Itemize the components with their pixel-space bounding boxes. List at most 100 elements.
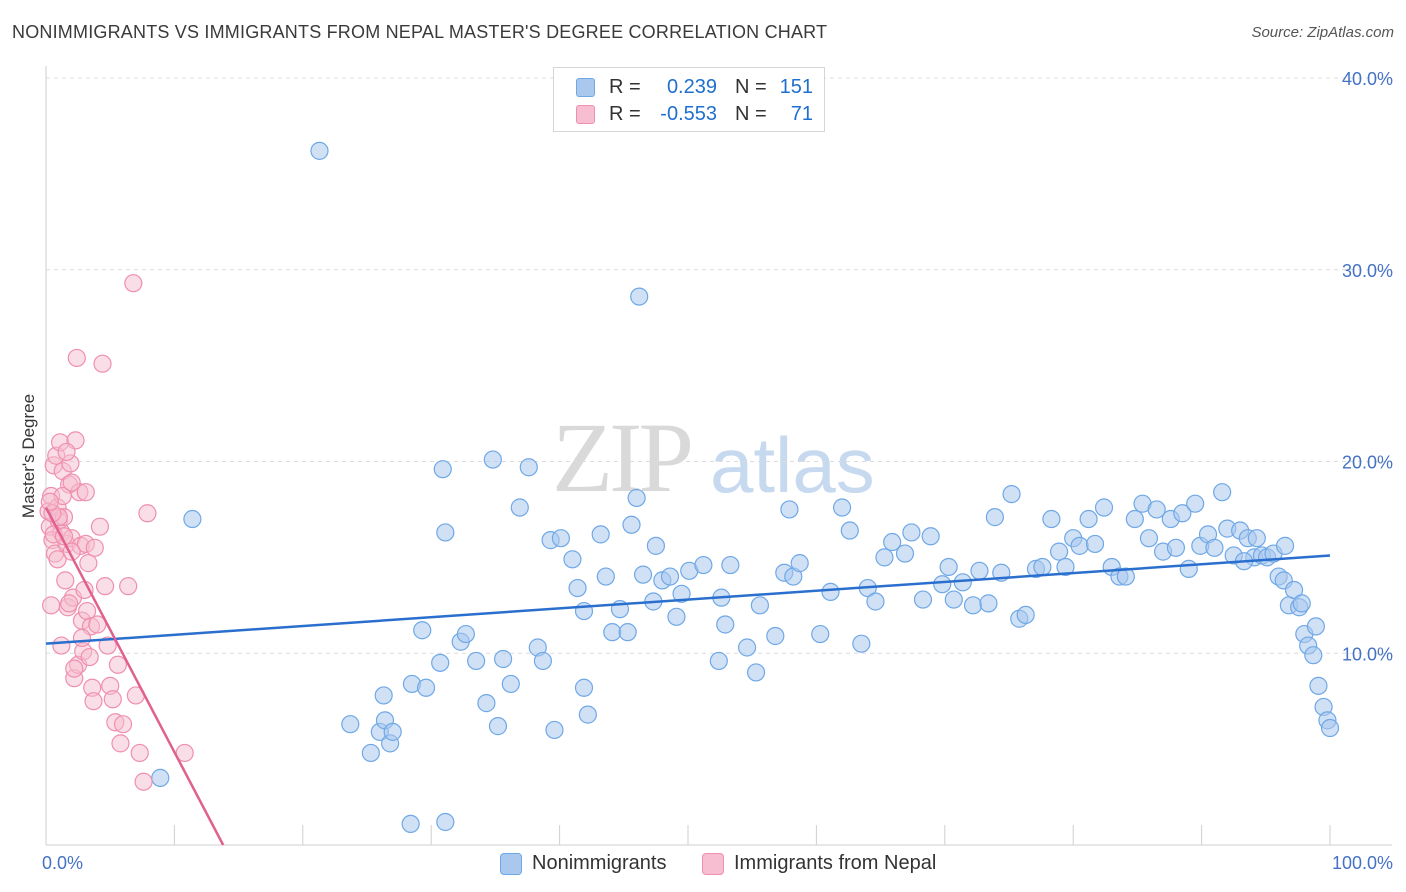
nonimmigrant-point bbox=[1309, 676, 1328, 695]
nepal-point bbox=[76, 483, 95, 502]
nonimmigrant-point bbox=[431, 653, 450, 672]
watermark-zip: ZIP bbox=[552, 402, 694, 513]
nonimmigrant-point bbox=[361, 743, 380, 763]
nonimmigrant-point bbox=[1139, 529, 1159, 548]
nonimmigrant-point bbox=[488, 717, 508, 736]
nonimmigrant-point bbox=[436, 812, 455, 832]
nonimmigrant-point bbox=[902, 523, 921, 542]
nepal-point bbox=[98, 636, 117, 655]
nonimmigrant-point bbox=[660, 567, 680, 586]
nepal-point bbox=[65, 659, 84, 678]
nonimmigrant-point bbox=[310, 141, 329, 160]
nonimmigrant-point bbox=[721, 555, 740, 575]
nonimmigrant-point bbox=[832, 498, 852, 517]
nonimmigrant-point bbox=[374, 686, 393, 705]
nonimmigrant-point bbox=[413, 621, 432, 640]
nonimmigrant-point bbox=[750, 596, 770, 615]
nonimmigrant-point bbox=[790, 554, 809, 573]
legend-swatch-blue bbox=[500, 852, 522, 875]
nepal-point bbox=[52, 636, 71, 655]
nepal-point bbox=[108, 655, 128, 674]
nonimmigrant-point bbox=[1247, 529, 1266, 548]
axes bbox=[45, 66, 1392, 846]
nonimmigrant-point bbox=[1147, 500, 1166, 519]
nonimmigrant-point bbox=[1033, 557, 1052, 577]
nonimmigrants-trend-line bbox=[45, 554, 1331, 645]
nonimmigrant-point bbox=[709, 651, 728, 671]
nonimmigrant-point bbox=[510, 498, 529, 517]
nepal-point bbox=[48, 550, 67, 569]
nonimmigrant-point bbox=[1094, 498, 1114, 517]
nepal-point bbox=[40, 492, 59, 511]
legend-n-label: N = bbox=[735, 102, 767, 125]
nonimmigrant-point bbox=[737, 638, 757, 657]
y-axis-title: Master's Degree bbox=[19, 394, 38, 518]
nonimmigrant-point bbox=[944, 590, 963, 609]
nonimmigrant-point bbox=[1320, 718, 1340, 738]
nonimmigrant-point bbox=[633, 565, 653, 584]
legend-item-nonimmigrants[interactable]: Nonimmigrants bbox=[500, 852, 666, 875]
nepal-point bbox=[134, 772, 153, 791]
nonimmigrant-point bbox=[646, 536, 666, 555]
nonimmigrant-point bbox=[1079, 509, 1098, 529]
nonimmigrant-point bbox=[1049, 542, 1069, 561]
legend-row-nepal: R = -0.553 N = 71 bbox=[576, 101, 813, 127]
nonimmigrant-point bbox=[821, 582, 840, 601]
nonimmigrants-points bbox=[151, 141, 1340, 834]
nepal-point bbox=[84, 692, 103, 711]
nonimmigrant-point bbox=[416, 678, 436, 697]
nonimmigrant-point bbox=[574, 678, 594, 697]
legend-n-value: 151 bbox=[779, 75, 813, 98]
nepal-point bbox=[95, 577, 115, 596]
nonimmigrant-point bbox=[591, 525, 610, 544]
x-tick-label: 0.0% bbox=[42, 853, 83, 873]
nonimmigrant-point bbox=[456, 624, 475, 644]
nonimmigrant-point bbox=[875, 548, 894, 567]
nonimmigrant-point bbox=[1016, 605, 1035, 625]
nonimmigrant-point bbox=[766, 626, 785, 646]
source-label: Source: ZipAtlas.com bbox=[1251, 24, 1394, 41]
nonimmigrant-point bbox=[1205, 538, 1224, 557]
nonimmigrant-point bbox=[939, 557, 958, 577]
nepal-point bbox=[79, 554, 98, 573]
nonimmigrant-point bbox=[1002, 484, 1021, 504]
nepal-point bbox=[88, 615, 107, 634]
chart-title: NONIMMIGRANTS VS IMMIGRANTS FROM NEPAL M… bbox=[12, 22, 828, 42]
legend-r-value: 0.239 bbox=[666, 75, 717, 98]
legend-n-value: 71 bbox=[790, 102, 813, 125]
nonimmigrant-point bbox=[1186, 494, 1205, 513]
nepal-point bbox=[62, 473, 81, 492]
nonimmigrant-point bbox=[1125, 509, 1144, 529]
legend-row-nonimmigrants: R = 0.239 N = 151 bbox=[576, 74, 813, 100]
nonimmigrant-point bbox=[852, 634, 871, 653]
nonimmigrant-point bbox=[979, 594, 998, 613]
nepal-point bbox=[85, 538, 104, 557]
nonimmigrant-point bbox=[578, 705, 597, 724]
nonimmigrant-point bbox=[985, 508, 1004, 527]
nonimmigrant-point bbox=[883, 532, 902, 552]
legend-r-value: -0.553 bbox=[660, 102, 717, 125]
nonimmigrant-point bbox=[627, 488, 646, 508]
nonimmigrant-point bbox=[780, 500, 799, 519]
correlation-legend: R = 0.239 N = 151 R = -0.553 N = 71 bbox=[553, 67, 825, 132]
nonimmigrant-point bbox=[1275, 536, 1295, 555]
nonimmigrant-point bbox=[563, 550, 582, 569]
nonimmigrant-point bbox=[1306, 617, 1325, 636]
nonimmigrant-point bbox=[436, 523, 455, 542]
nonimmigrant-point bbox=[913, 590, 933, 609]
watermark-atlas: atlas bbox=[710, 421, 875, 509]
nepal-point bbox=[130, 743, 149, 763]
nonimmigrant-point bbox=[811, 624, 830, 644]
nonimmigrant-point bbox=[933, 575, 952, 594]
legend-r-label: R = bbox=[609, 102, 641, 125]
nonimmigrant-point bbox=[1042, 509, 1061, 529]
nepal-point bbox=[80, 647, 99, 667]
y-tick-label: 30.0% bbox=[1342, 261, 1393, 281]
nonimmigrant-point bbox=[596, 567, 615, 586]
nonimmigrant-point bbox=[921, 527, 940, 546]
legend-item-nepal[interactable]: Immigrants from Nepal bbox=[702, 852, 936, 875]
nepal-point bbox=[103, 690, 122, 709]
nonimmigrant-point bbox=[551, 529, 570, 548]
nepal-point bbox=[124, 274, 143, 293]
legend-swatch-pink bbox=[702, 852, 724, 875]
